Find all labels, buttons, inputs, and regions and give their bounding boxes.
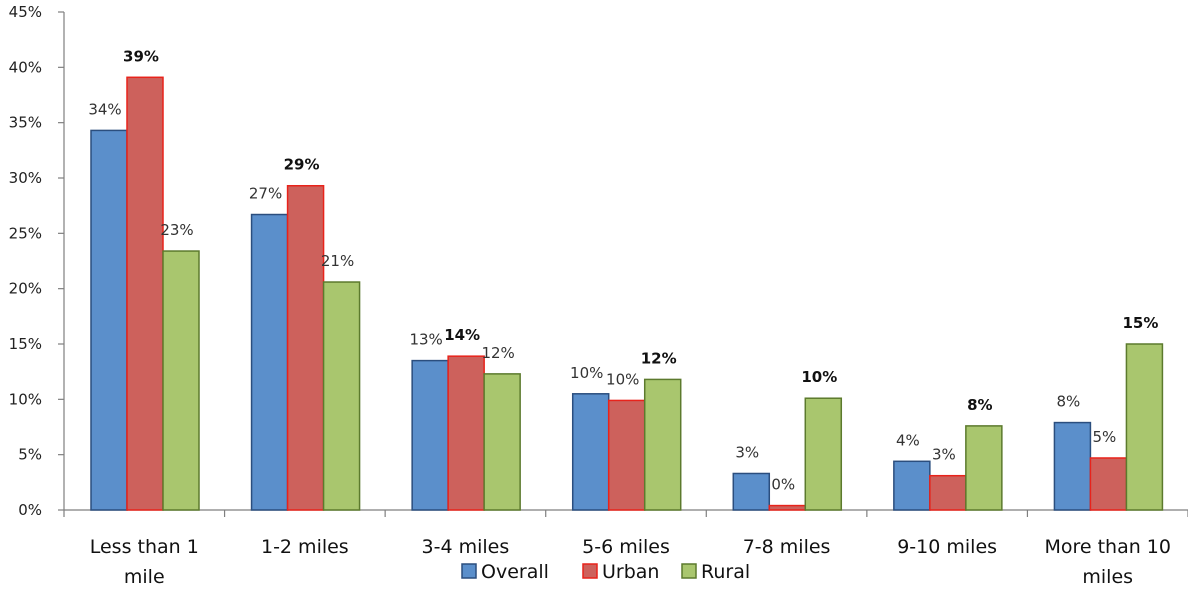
bars (90, 76, 1164, 511)
y-axis: 0% 5% 10% 15% 20% 25% 30% 35% 40% 45% (9, 3, 65, 519)
data-label-urban-4: 10% (606, 370, 639, 388)
x-axis (63, 509, 1188, 517)
bar-rural-2 (322, 281, 361, 511)
bar-rural-4 (643, 378, 682, 511)
legend-item-overall: Overall (461, 561, 549, 583)
bar-urban-4 (607, 399, 646, 511)
legend-item-rural: Rural (681, 561, 750, 583)
x-category-label: Less than 1 mile (90, 536, 199, 588)
data-label-overall-5: 3% (735, 443, 759, 461)
bar-overall-1 (90, 129, 128, 511)
data-label-rural-3: 12% (481, 344, 514, 362)
bar-urban-3 (447, 355, 485, 511)
data-label-urban-3: 14% (444, 326, 480, 344)
y-tick-label: 5% (18, 446, 42, 464)
bar-rural-3 (483, 373, 521, 511)
y-tick-label: 35% (9, 114, 42, 132)
y-tick-label: 40% (9, 58, 42, 76)
y-tick-label: 25% (9, 224, 42, 242)
x-category-label: 1-2 miles (261, 536, 349, 558)
legend-item-urban: Urban (582, 561, 659, 583)
x-category-label: 9-10 miles (897, 536, 997, 558)
bar-overall-2 (250, 213, 289, 511)
bar-overall-5 (732, 472, 771, 511)
data-label-rural-5: 10% (801, 368, 837, 386)
bar-urban-1 (126, 76, 164, 511)
bar-urban-7 (1089, 457, 1128, 511)
y-tick-label: 45% (9, 3, 42, 21)
legend-label: Overall (481, 561, 549, 583)
x-category-label: 5-6 miles (582, 536, 670, 558)
data-labels: 34% 27% 13% 10% 3% 4% 8% 39% 29% 14% 10% 0% 3% 5% 23% 2… (88, 47, 1158, 493)
bar-urban-6 (929, 474, 967, 511)
bar-overall-6 (893, 460, 931, 511)
y-tick-label: 10% (9, 390, 42, 408)
bar-urban-2 (286, 184, 325, 511)
data-label-urban-2: 29% (284, 156, 320, 174)
legend-swatch (461, 563, 477, 579)
bar-rural-1 (162, 250, 200, 511)
y-tick-label: 30% (9, 169, 42, 187)
data-label-overall-3: 13% (409, 331, 442, 349)
legend-swatch (582, 563, 598, 579)
y-tick-label: 0% (18, 501, 42, 519)
bar-rural-5 (804, 397, 843, 511)
data-label-overall-4: 10% (570, 364, 603, 382)
bar-urban-5 (768, 504, 807, 511)
data-label-urban-1: 39% (123, 47, 159, 65)
bar-rural-6 (965, 425, 1003, 511)
data-label-rural-4: 12% (641, 349, 677, 367)
data-label-overall-7: 8% (1057, 393, 1081, 411)
legend-label: Rural (701, 561, 750, 583)
bar-overall-7 (1053, 421, 1092, 511)
data-label-rural-1: 23% (160, 221, 193, 239)
bar-overall-3 (411, 359, 449, 511)
data-label-urban-5: 0% (771, 476, 795, 494)
legend-swatch (681, 563, 697, 579)
legend-label: Urban (602, 561, 659, 583)
data-label-overall-6: 4% (896, 431, 920, 449)
y-tick-label: 20% (9, 280, 42, 298)
bar-overall-4 (571, 393, 610, 511)
data-label-rural-2: 21% (321, 252, 354, 270)
y-tick-label: 15% (9, 335, 42, 353)
data-label-rural-6: 8% (967, 396, 992, 414)
data-label-urban-7: 5% (1093, 428, 1117, 446)
x-category-label: More than 10 miles (1044, 536, 1171, 588)
category-labels: Less than 1 mile 1-2 miles 3-4 miles 5-6 mil… (90, 536, 1171, 588)
data-label-rural-7: 15% (1122, 314, 1158, 332)
bar-rural-7 (1125, 343, 1164, 511)
legend: Overall Urban Rural (461, 561, 750, 583)
data-label-overall-2: 27% (249, 185, 282, 203)
x-category-label: 3-4 miles (422, 536, 510, 558)
data-label-overall-1: 34% (88, 100, 121, 118)
data-label-urban-6: 3% (932, 446, 956, 464)
x-category-label: 7-8 miles (743, 536, 831, 558)
